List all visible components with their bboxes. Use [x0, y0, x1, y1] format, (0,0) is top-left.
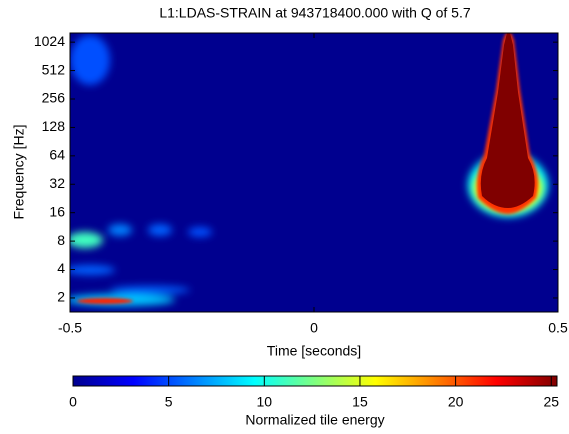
colorbar	[72, 375, 558, 387]
y-tick-label: 2	[57, 289, 65, 305]
low-frequency-peak	[77, 298, 133, 304]
colorbar-label: Normalized tile energy	[245, 412, 384, 428]
x-axis-label: Time [seconds]	[267, 343, 361, 359]
y-tick-label: 4	[57, 260, 65, 276]
spectrogram	[70, 33, 548, 306]
y-tick-label: 32	[49, 175, 65, 191]
y-axis-label: Frequency [Hz]	[11, 125, 27, 220]
colorbar-tick-label: 15	[352, 394, 368, 410]
x-tick-label: -0.5	[58, 320, 82, 336]
y-tick-label: 256	[42, 90, 66, 106]
y-tick-label: 64	[49, 147, 65, 163]
y-tick-label: 128	[42, 118, 66, 134]
y-tick-label: 512	[42, 61, 66, 77]
colorbar-tick-label: 25	[543, 394, 559, 410]
colorbar-tick-label: 0	[69, 394, 77, 410]
colorbar-tick-label: 10	[257, 394, 273, 410]
y-tick-label: 1024	[34, 33, 65, 49]
chart-title: L1:LDAS-STRAIN at 943718400.000 with Q o…	[159, 5, 471, 21]
colorbar-tick-label: 5	[165, 394, 173, 410]
low-frequency-noise	[70, 35, 212, 306]
chirp	[468, 33, 548, 217]
colorbar-tick-label: 20	[448, 394, 464, 410]
x-tick-label: 0	[310, 320, 318, 336]
y-tick-label: 16	[49, 203, 65, 219]
y-tick-label: 8	[57, 232, 65, 248]
x-tick-label: 0.5	[548, 320, 568, 336]
